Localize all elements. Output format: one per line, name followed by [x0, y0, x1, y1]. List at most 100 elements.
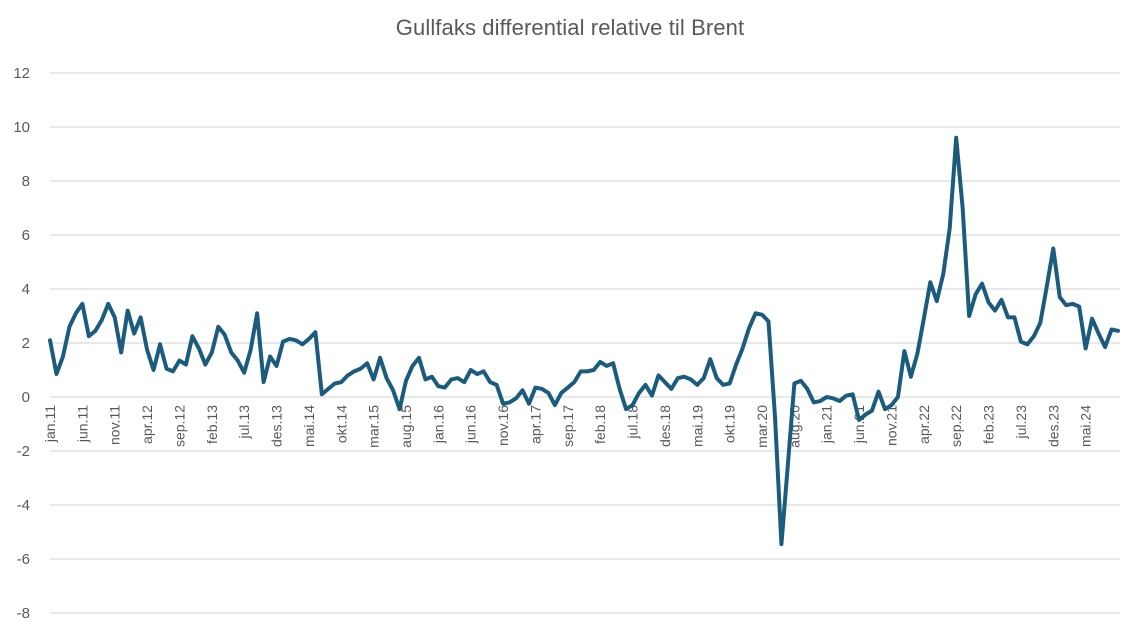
- data-point: [223, 333, 227, 337]
- data-point: [1077, 305, 1081, 309]
- data-point: [993, 309, 997, 313]
- x-tick-label: mar.20: [754, 405, 770, 448]
- data-point: [313, 330, 317, 334]
- data-point: [359, 367, 363, 371]
- data-point: [113, 315, 117, 319]
- data-point: [1084, 346, 1088, 350]
- data-point: [650, 394, 654, 398]
- data-point: [579, 369, 583, 373]
- data-point: [417, 356, 421, 360]
- data-point: [262, 380, 266, 384]
- data-point: [236, 359, 240, 363]
- data-point: [870, 409, 874, 412]
- data-point: [74, 311, 78, 315]
- data-point: [1019, 340, 1023, 344]
- data-point: [242, 371, 246, 375]
- x-tick-label: sep.17: [560, 405, 576, 447]
- data-point: [786, 463, 790, 466]
- data-point: [896, 395, 900, 399]
- data-point: [611, 361, 615, 365]
- data-point: [249, 348, 253, 352]
- x-tick-label: jun.11: [74, 405, 90, 443]
- data-point: [676, 376, 680, 380]
- x-tick-label: feb.23: [981, 405, 997, 444]
- data-point: [100, 318, 104, 322]
- x-tick-label: nov.16: [495, 405, 511, 446]
- data-point: [197, 346, 201, 350]
- data-point: [987, 301, 991, 304]
- y-tick-label: 0: [22, 389, 30, 406]
- data-point: [598, 360, 602, 364]
- x-tick-label: okt.14: [333, 405, 349, 443]
- data-point: [443, 386, 447, 390]
- data-point: [915, 352, 919, 356]
- data-point: [365, 361, 369, 365]
- x-tick-label: mai.14: [301, 405, 317, 447]
- data-point: [449, 377, 453, 381]
- data-point: [1012, 315, 1016, 319]
- x-tick-label: mai.19: [689, 405, 705, 447]
- y-tick-label: 2: [22, 335, 30, 352]
- data-point: [728, 382, 732, 385]
- data-point: [1006, 315, 1010, 319]
- y-tick-label: -2: [17, 443, 30, 460]
- data-point: [145, 348, 149, 352]
- x-tick-label: jan.21: [819, 405, 835, 444]
- data-point: [747, 326, 751, 330]
- data-point: [268, 355, 272, 358]
- data-point: [883, 407, 887, 411]
- data-point: [702, 376, 706, 380]
- y-tick-label: 12: [13, 65, 30, 82]
- data-point: [857, 418, 861, 422]
- x-tick-label: apr.22: [916, 405, 932, 444]
- y-tick-label: -6: [17, 551, 30, 568]
- data-point: [1032, 334, 1036, 338]
- data-point: [48, 338, 52, 342]
- data-point: [152, 368, 156, 372]
- data-point: [902, 349, 906, 353]
- data-point: [423, 377, 427, 381]
- data-point: [909, 375, 913, 379]
- data-point: [1038, 321, 1042, 325]
- data-point: [656, 373, 660, 377]
- data-point: [669, 387, 673, 391]
- data-point: [372, 377, 376, 381]
- data-point: [805, 387, 809, 391]
- data-point: [877, 390, 881, 394]
- x-tick-label: jun.21: [851, 405, 867, 444]
- data-point: [275, 364, 279, 368]
- data-point: [533, 386, 537, 390]
- y-tick-label: 4: [22, 281, 30, 298]
- data-point: [844, 394, 848, 398]
- data-point: [631, 403, 635, 407]
- data-point: [216, 325, 220, 329]
- data-point: [838, 399, 842, 403]
- x-tick-label: jan.11: [42, 405, 58, 443]
- data-point: [67, 325, 71, 329]
- data-point: [1051, 247, 1055, 250]
- data-point: [87, 334, 91, 338]
- data-point: [475, 372, 479, 376]
- data-point: [255, 311, 259, 315]
- data-point: [190, 334, 194, 338]
- x-tick-label: nov.11: [107, 405, 123, 445]
- data-point: [741, 346, 745, 350]
- data-point: [469, 368, 473, 372]
- x-tick-label: des.23: [1045, 405, 1061, 447]
- data-point: [928, 280, 932, 284]
- data-point: [158, 342, 162, 346]
- y-tick-label: 6: [22, 227, 30, 244]
- gridlines: [50, 72, 1120, 614]
- data-point: [1045, 284, 1049, 288]
- x-tick-label: apr.12: [139, 405, 155, 444]
- data-point: [779, 542, 783, 546]
- data-point: [682, 375, 686, 379]
- data-point: [961, 206, 965, 210]
- x-tick-label: sep.12: [171, 405, 187, 447]
- data-point: [1116, 329, 1120, 333]
- data-point: [398, 407, 402, 411]
- data-point: [80, 302, 84, 306]
- y-axis-tick-labels: 12 10 8 6 4 2 0 -2 -4 -6 -8: [13, 65, 30, 622]
- data-point: [339, 380, 343, 384]
- data-point: [1025, 342, 1029, 346]
